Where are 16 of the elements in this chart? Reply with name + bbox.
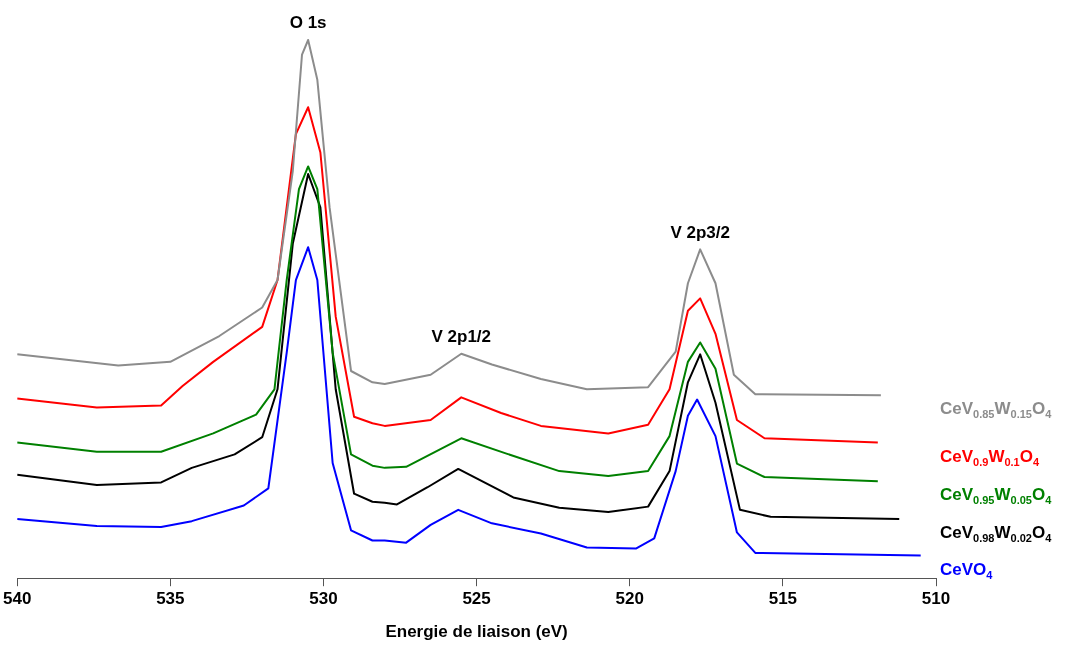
text: CeV$_{0.85}$W$_{0.15}$O$_{4}$ bbox=[940, 399, 1052, 421]
annotation: V 2p3/2 bbox=[670, 222, 730, 242]
x-tick-label: 525 bbox=[462, 589, 491, 609]
text: CeV$_{0.95}$W$_{0.05}$O$_{4}$ bbox=[940, 485, 1052, 507]
x-tick-label: 540 bbox=[2, 589, 32, 609]
x-tick-label: 520 bbox=[615, 589, 644, 609]
annotation: V 2p1/2 bbox=[431, 326, 492, 346]
x-tick-label: 530 bbox=[309, 589, 338, 609]
annotation: O 1s bbox=[289, 13, 327, 33]
series-label: CeVO$_{4}$ bbox=[940, 559, 993, 581]
text: CeV$_{0.98}$W$_{0.02}$O$_{4}$ bbox=[940, 522, 1052, 544]
x-tick-label: 535 bbox=[156, 589, 185, 609]
text: CeV$_{0.9}$W$_{0.1}$O$_{4}$ bbox=[940, 446, 1040, 468]
x-axis-title: Energie de liaison (eV) bbox=[385, 622, 568, 642]
x-tick-label: 515 bbox=[768, 589, 798, 609]
x-tick-label: 510 bbox=[921, 589, 951, 609]
